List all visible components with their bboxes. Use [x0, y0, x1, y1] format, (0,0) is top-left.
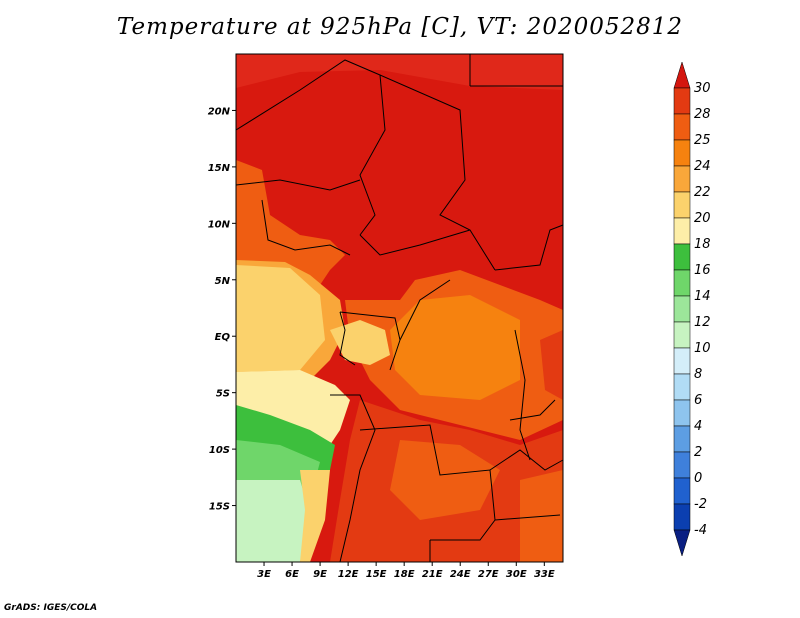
colorbar-label: 20 [694, 211, 711, 226]
colorbar-swatch [673, 295, 691, 323]
x-tick-label: 27E [478, 569, 499, 580]
colorbar-label: 16 [694, 263, 711, 278]
x-tick-label: 30E [506, 569, 527, 580]
y-tick-label: 20N [208, 106, 231, 117]
y-tick-label: 5N [215, 276, 231, 287]
colorbar-label: 18 [694, 237, 711, 252]
colorbar-label: 0 [694, 471, 702, 486]
colorbar-swatch [673, 373, 691, 401]
colorbar-swatch [673, 399, 691, 427]
colorbar-swatch [673, 87, 691, 115]
colorbar-label: 14 [694, 289, 711, 304]
x-tick-label: 12E [338, 569, 359, 580]
y-tick-label: 15S [209, 502, 230, 513]
temperature-field [236, 54, 563, 562]
colorbar-swatch [673, 139, 691, 167]
colorbar-label: 28 [694, 107, 711, 122]
y-tick-label: EQ [215, 332, 231, 343]
x-tick-label: 18E [394, 569, 415, 580]
colorbar-swatch [673, 529, 691, 557]
colorbar-label: 10 [694, 341, 711, 356]
colorbar-label: 2 [694, 445, 702, 460]
x-tick-label: 33E [534, 569, 555, 580]
map-title: Temperature at 925hPa [C], VT: 202005281… [116, 14, 684, 40]
x-tick-label: 15E [366, 569, 387, 580]
colorbar-label: 4 [694, 419, 702, 434]
colorbar-swatch [673, 269, 691, 297]
colorbar-swatch [673, 425, 691, 453]
country-borders [235, 54, 564, 563]
colorbar-label: 22 [694, 185, 711, 200]
y-tick-label: 10S [209, 445, 230, 456]
y-axis-ticks: 20N 15N 10N 5N EQ 5S 10S 15S [208, 106, 236, 513]
x-tick-label: 3E [257, 569, 271, 580]
colorbar-swatch [673, 165, 691, 193]
x-tick-label: 24E [450, 569, 471, 580]
colorbar-swatch [673, 61, 691, 89]
map-frame [235, 53, 564, 563]
colorbar-label: 25 [694, 133, 711, 148]
colorbar-swatch [673, 243, 691, 271]
colorbar-label: 8 [694, 367, 702, 382]
colorbar-swatch [673, 451, 691, 479]
x-axis-ticks: 3E 6E 9E 12E 15E 18E 21E 24E 27E 30E 33E [257, 562, 555, 580]
colorbar-swatch [673, 321, 691, 349]
x-tick-label: 21E [422, 569, 443, 580]
colorbar-label: 30 [694, 81, 711, 96]
x-tick-label: 6E [285, 569, 299, 580]
colorbar-swatch [673, 113, 691, 141]
colorbar-swatch [673, 503, 691, 531]
y-tick-label: 15N [208, 163, 231, 174]
colorbar-label: -4 [694, 523, 707, 538]
colorbar-swatch [673, 477, 691, 505]
colorbar-swatch [673, 347, 691, 375]
grads-credit: GrADS: IGES/COLA [4, 603, 98, 613]
x-tick-label: 9E [313, 569, 327, 580]
y-tick-label: 10N [208, 219, 231, 230]
y-tick-label: 5S [216, 389, 230, 400]
colorbar-label: 24 [694, 159, 711, 174]
colorbar-label: -2 [694, 497, 707, 512]
colorbar-swatch [673, 217, 691, 245]
colorbar-swatch [673, 191, 691, 219]
colorbar-label: 6 [694, 393, 702, 408]
colorbar-label: 12 [694, 315, 711, 330]
